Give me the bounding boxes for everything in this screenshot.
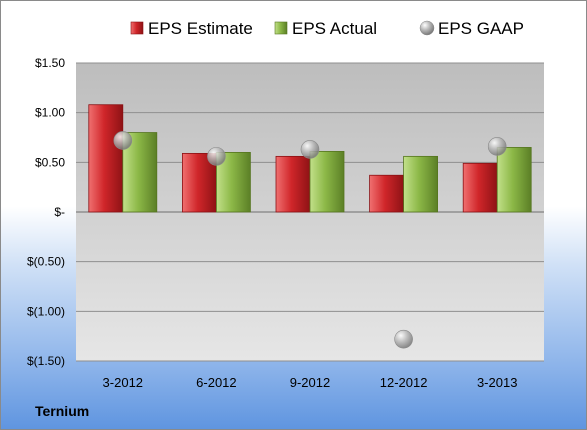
actual-bar-12-2012 [403,155,439,213]
estimate-bar-12-2012 [369,174,405,213]
x-tick-label: 12-2012 [380,375,428,390]
x-tick-label: 6-2012 [196,375,236,390]
estimate-bar-3-2013 [462,162,498,213]
x-tick-label: 3-2012 [103,375,143,390]
x-axis-ticks: 3-2012 6-2012 9-2012 12-2012 3-2013 [103,375,518,390]
y-tick-label: $1.50 [35,56,65,70]
bars [88,104,532,213]
y-axis-ticks: $1.50 $1.00 $0.50 $- $(0.50) $(1.00) $(1.50) [27,56,65,368]
y-tick-label: $(1.50) [27,354,65,368]
gaap-points [113,131,507,349]
estimate-bar-3-2012 [88,104,124,213]
legend-swatch [419,20,435,36]
legend-label: EPS Estimate [148,19,253,38]
x-tick-label: 9-2012 [290,375,330,390]
y-tick-label: $- [54,205,65,219]
actual-bar-3-2013 [496,147,532,213]
gaap-point-3-2013 [487,137,507,156]
actual-bar-9-2012 [309,151,345,213]
gaap-point-6-2012 [207,147,226,166]
gaap-point-12-2012 [394,329,413,349]
y-tick-label: $(0.50) [27,255,65,269]
legend-label: EPS GAAP [438,19,524,38]
legend-swatch [130,21,144,35]
company-name: Ternium [35,403,90,419]
estimate-bar-9-2012 [275,155,311,213]
gaap-point-3-2012 [113,131,133,150]
gaap-point-9-2012 [300,140,320,159]
x-tick-label: 3-2013 [477,375,517,390]
legend: EPS Estimate EPS Actual EPS GAAP [130,19,524,38]
y-tick-label: $(1.00) [27,304,65,318]
legend-label: EPS Actual [292,19,377,38]
legend-swatch [274,21,288,35]
y-tick-label: $0.50 [35,155,65,169]
y-tick-label: $1.00 [35,106,65,120]
